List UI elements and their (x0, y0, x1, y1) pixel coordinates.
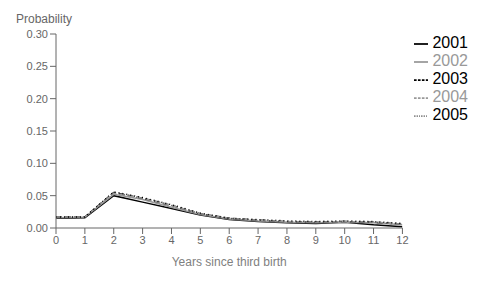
svg-text:0.30: 0.30 (27, 28, 48, 40)
html-text:2004: 2004 (432, 88, 468, 105)
svg-text:11: 11 (368, 234, 379, 246)
svg-text:7: 7 (255, 234, 261, 246)
svg-text:0: 0 (53, 234, 59, 246)
svg-text:0.05: 0.05 (27, 190, 48, 202)
svg-text:5: 5 (197, 234, 203, 246)
html-text:2001: 2001 (432, 34, 468, 51)
svg-text:2: 2 (111, 234, 117, 246)
svg-text:12: 12 (396, 234, 408, 246)
svg-text:6: 6 (226, 234, 232, 246)
svg-text:0.10: 0.10 (27, 157, 48, 169)
svg-text:8: 8 (284, 234, 290, 246)
svg-text:9: 9 (313, 234, 319, 246)
svg-text:10: 10 (339, 234, 351, 246)
svg-text:0.25: 0.25 (27, 60, 48, 72)
html-text:2002: 2002 (432, 52, 468, 69)
html-text:Probability: Probability (16, 12, 72, 26)
svg-text:0.20: 0.20 (27, 93, 48, 105)
svg-text:0.15: 0.15 (27, 125, 48, 137)
svg-text:0.00: 0.00 (27, 222, 48, 234)
svg-text:4: 4 (168, 234, 174, 246)
svg-text:3: 3 (140, 234, 146, 246)
html-text:2003: 2003 (432, 70, 468, 87)
svg-text:Years since third birth: Years since third birth (172, 255, 287, 269)
html-text:2005: 2005 (432, 106, 468, 123)
svg-text:1: 1 (82, 234, 88, 246)
